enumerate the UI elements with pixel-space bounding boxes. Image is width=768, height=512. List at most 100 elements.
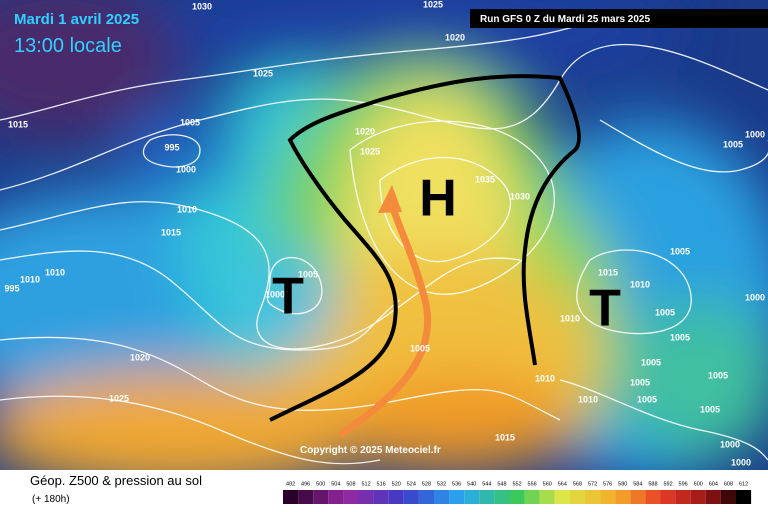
scale-swatch — [449, 490, 465, 504]
scale-label: 588 — [648, 481, 657, 487]
scale-swatch — [388, 490, 404, 504]
scale-swatch — [403, 490, 419, 504]
isobar-label: 1005 — [641, 357, 661, 367]
isobar-label: 1025 — [360, 146, 380, 156]
scale-label: 600 — [694, 481, 703, 487]
scale-swatch — [600, 490, 616, 504]
isobar-label: 1030 — [510, 191, 530, 201]
isobars — [0, 19, 768, 465]
scale-label: 604 — [709, 481, 718, 487]
scale-label: 556 — [528, 481, 537, 487]
isobar-label: 1005 — [298, 269, 318, 279]
scale-swatch — [509, 490, 525, 504]
ridge-line — [269, 74, 582, 422]
run-info: Run GFS 0 Z du Mardi 25 mars 2025 — [480, 14, 650, 25]
scale-swatch — [494, 490, 510, 504]
scale-swatch — [373, 490, 389, 504]
scale-swatch — [464, 490, 480, 504]
scale-label: 524 — [407, 481, 416, 487]
scale-label: 516 — [377, 481, 386, 487]
isobar-label: 1005 — [723, 139, 743, 149]
isobar-label: 1005 — [670, 246, 690, 256]
scale-label: 540 — [467, 481, 476, 487]
isobar-label: 1020 — [355, 126, 375, 136]
isobar-label: 1005 — [410, 343, 430, 353]
isobar-label: 1005 — [708, 370, 728, 380]
isobar-label: 1015 — [8, 119, 28, 129]
isobar-label: 1000 — [745, 292, 765, 302]
scale-label: 560 — [543, 481, 552, 487]
scale-label: 592 — [663, 481, 672, 487]
scale-swatch — [328, 490, 344, 504]
isobar-label: 1010 — [45, 267, 65, 277]
high-center: H — [419, 170, 457, 228]
scale-swatch — [298, 490, 314, 504]
scale-label: 536 — [452, 481, 461, 487]
isobar-label: 1025 — [423, 0, 443, 9]
flow-arrow-head — [378, 185, 402, 213]
scale-swatch — [554, 490, 570, 504]
scale-swatch — [283, 490, 299, 504]
isobar-label: 1000 — [745, 129, 765, 139]
scale-swatch — [479, 490, 495, 504]
isobar-label: 1005 — [180, 117, 200, 127]
isobar-label: 1015 — [598, 267, 618, 277]
map-subtitle: 13:00 locale — [14, 35, 122, 57]
scale-swatch — [690, 490, 706, 504]
isobar-label: 1005 — [670, 332, 690, 342]
isobar-label: 1000 — [720, 439, 740, 449]
scale-swatch — [705, 490, 721, 504]
scale-label: 552 — [512, 481, 521, 487]
isobar-label: 1005 — [637, 394, 657, 404]
scale-label: 572 — [588, 481, 597, 487]
isobar-label: 1000 — [265, 289, 285, 299]
color-scale: 492 496 500 504 508 512 516 520 524 528 532 536 540 5… — [283, 481, 752, 504]
scale-swatch — [720, 490, 736, 504]
scale-label: 564 — [558, 481, 567, 487]
isobar-label: 1015 — [495, 432, 515, 442]
isobar-label: 1030 — [192, 1, 212, 11]
scale-label: 492 — [286, 481, 295, 487]
scale-swatch — [660, 490, 676, 504]
legend-title: Géop. Z500 & pression au sol — [30, 473, 202, 488]
isobar-label: 1025 — [253, 68, 273, 78]
scale-swatch — [585, 490, 601, 504]
scale-swatch — [358, 490, 374, 504]
scale-label: 576 — [603, 481, 612, 487]
scale-label: 520 — [392, 481, 401, 487]
scale-label: 512 — [361, 481, 370, 487]
isobar-label: 995 — [164, 142, 179, 152]
isobar-label: 1035 — [475, 174, 495, 184]
isobar-label: 1010 — [177, 204, 197, 214]
isobar-label: 1010 — [560, 313, 580, 323]
low-center: T — [589, 280, 621, 338]
scale-label: 544 — [482, 481, 491, 487]
scale-label: 580 — [618, 481, 627, 487]
isobar-label: 1020 — [130, 352, 150, 362]
scale-swatch — [645, 490, 661, 504]
isobar-label: 1005 — [655, 307, 675, 317]
scale-label: 504 — [331, 481, 340, 487]
isobar-label: 1010 — [535, 373, 555, 383]
lead-time: (+ 180h) — [32, 494, 70, 505]
isobar-label: 1010 — [20, 274, 40, 284]
scale-label: 532 — [437, 481, 446, 487]
scale-swatch — [539, 490, 555, 504]
isobar-label: 1010 — [578, 394, 598, 404]
scale-swatch — [343, 490, 359, 504]
scale-label: 508 — [346, 481, 355, 487]
scale-swatch — [615, 490, 631, 504]
scale-label: 548 — [497, 481, 506, 487]
isobar-label: 995 — [4, 283, 19, 293]
isobar-label: 1025 — [109, 393, 129, 403]
scale-swatch — [313, 490, 329, 504]
scale-label: 612 — [739, 481, 748, 487]
isobar-label: 1000 — [176, 164, 196, 174]
scale-label: 496 — [301, 481, 310, 487]
isobar-label: 1020 — [445, 32, 465, 42]
scale-label: 568 — [573, 481, 582, 487]
flow-arrow — [337, 198, 432, 438]
run-box — [470, 9, 768, 28]
